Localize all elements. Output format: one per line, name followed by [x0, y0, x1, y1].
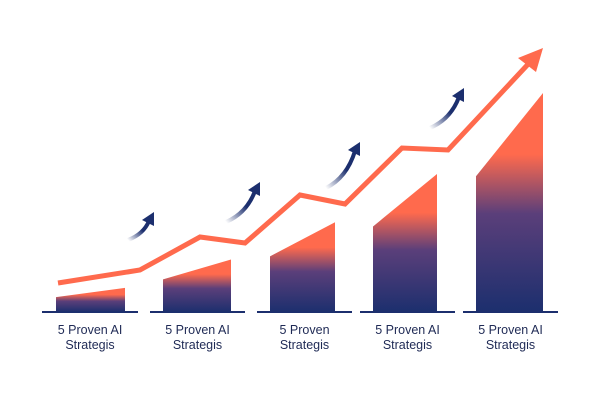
bar: [373, 174, 437, 312]
up-arrow-icon: [225, 182, 260, 224]
trend-arrowhead-icon: [518, 48, 543, 72]
category-label: Strategis: [173, 338, 222, 352]
category-label: Strategis: [486, 338, 535, 352]
bar: [56, 287, 125, 312]
bar: [270, 222, 335, 312]
up-arrow-icon: [127, 212, 154, 242]
category-label: 5 Proven: [279, 323, 329, 337]
bar: [163, 259, 231, 312]
up-arrow-icon: [429, 88, 464, 130]
category-label: Strategis: [383, 338, 432, 352]
bar: [476, 93, 543, 312]
category-label: 5 Proven AI: [58, 323, 123, 337]
category-label: Strategis: [280, 338, 329, 352]
category-label: Strategis: [65, 338, 114, 352]
trend-line: [57, 58, 534, 286]
up-arrow-icon: [325, 142, 360, 190]
category-label: 5 Proven AI: [375, 323, 440, 337]
category-label: 5 Proven AI: [165, 323, 230, 337]
category-label: 5 Proven AI: [478, 323, 543, 337]
